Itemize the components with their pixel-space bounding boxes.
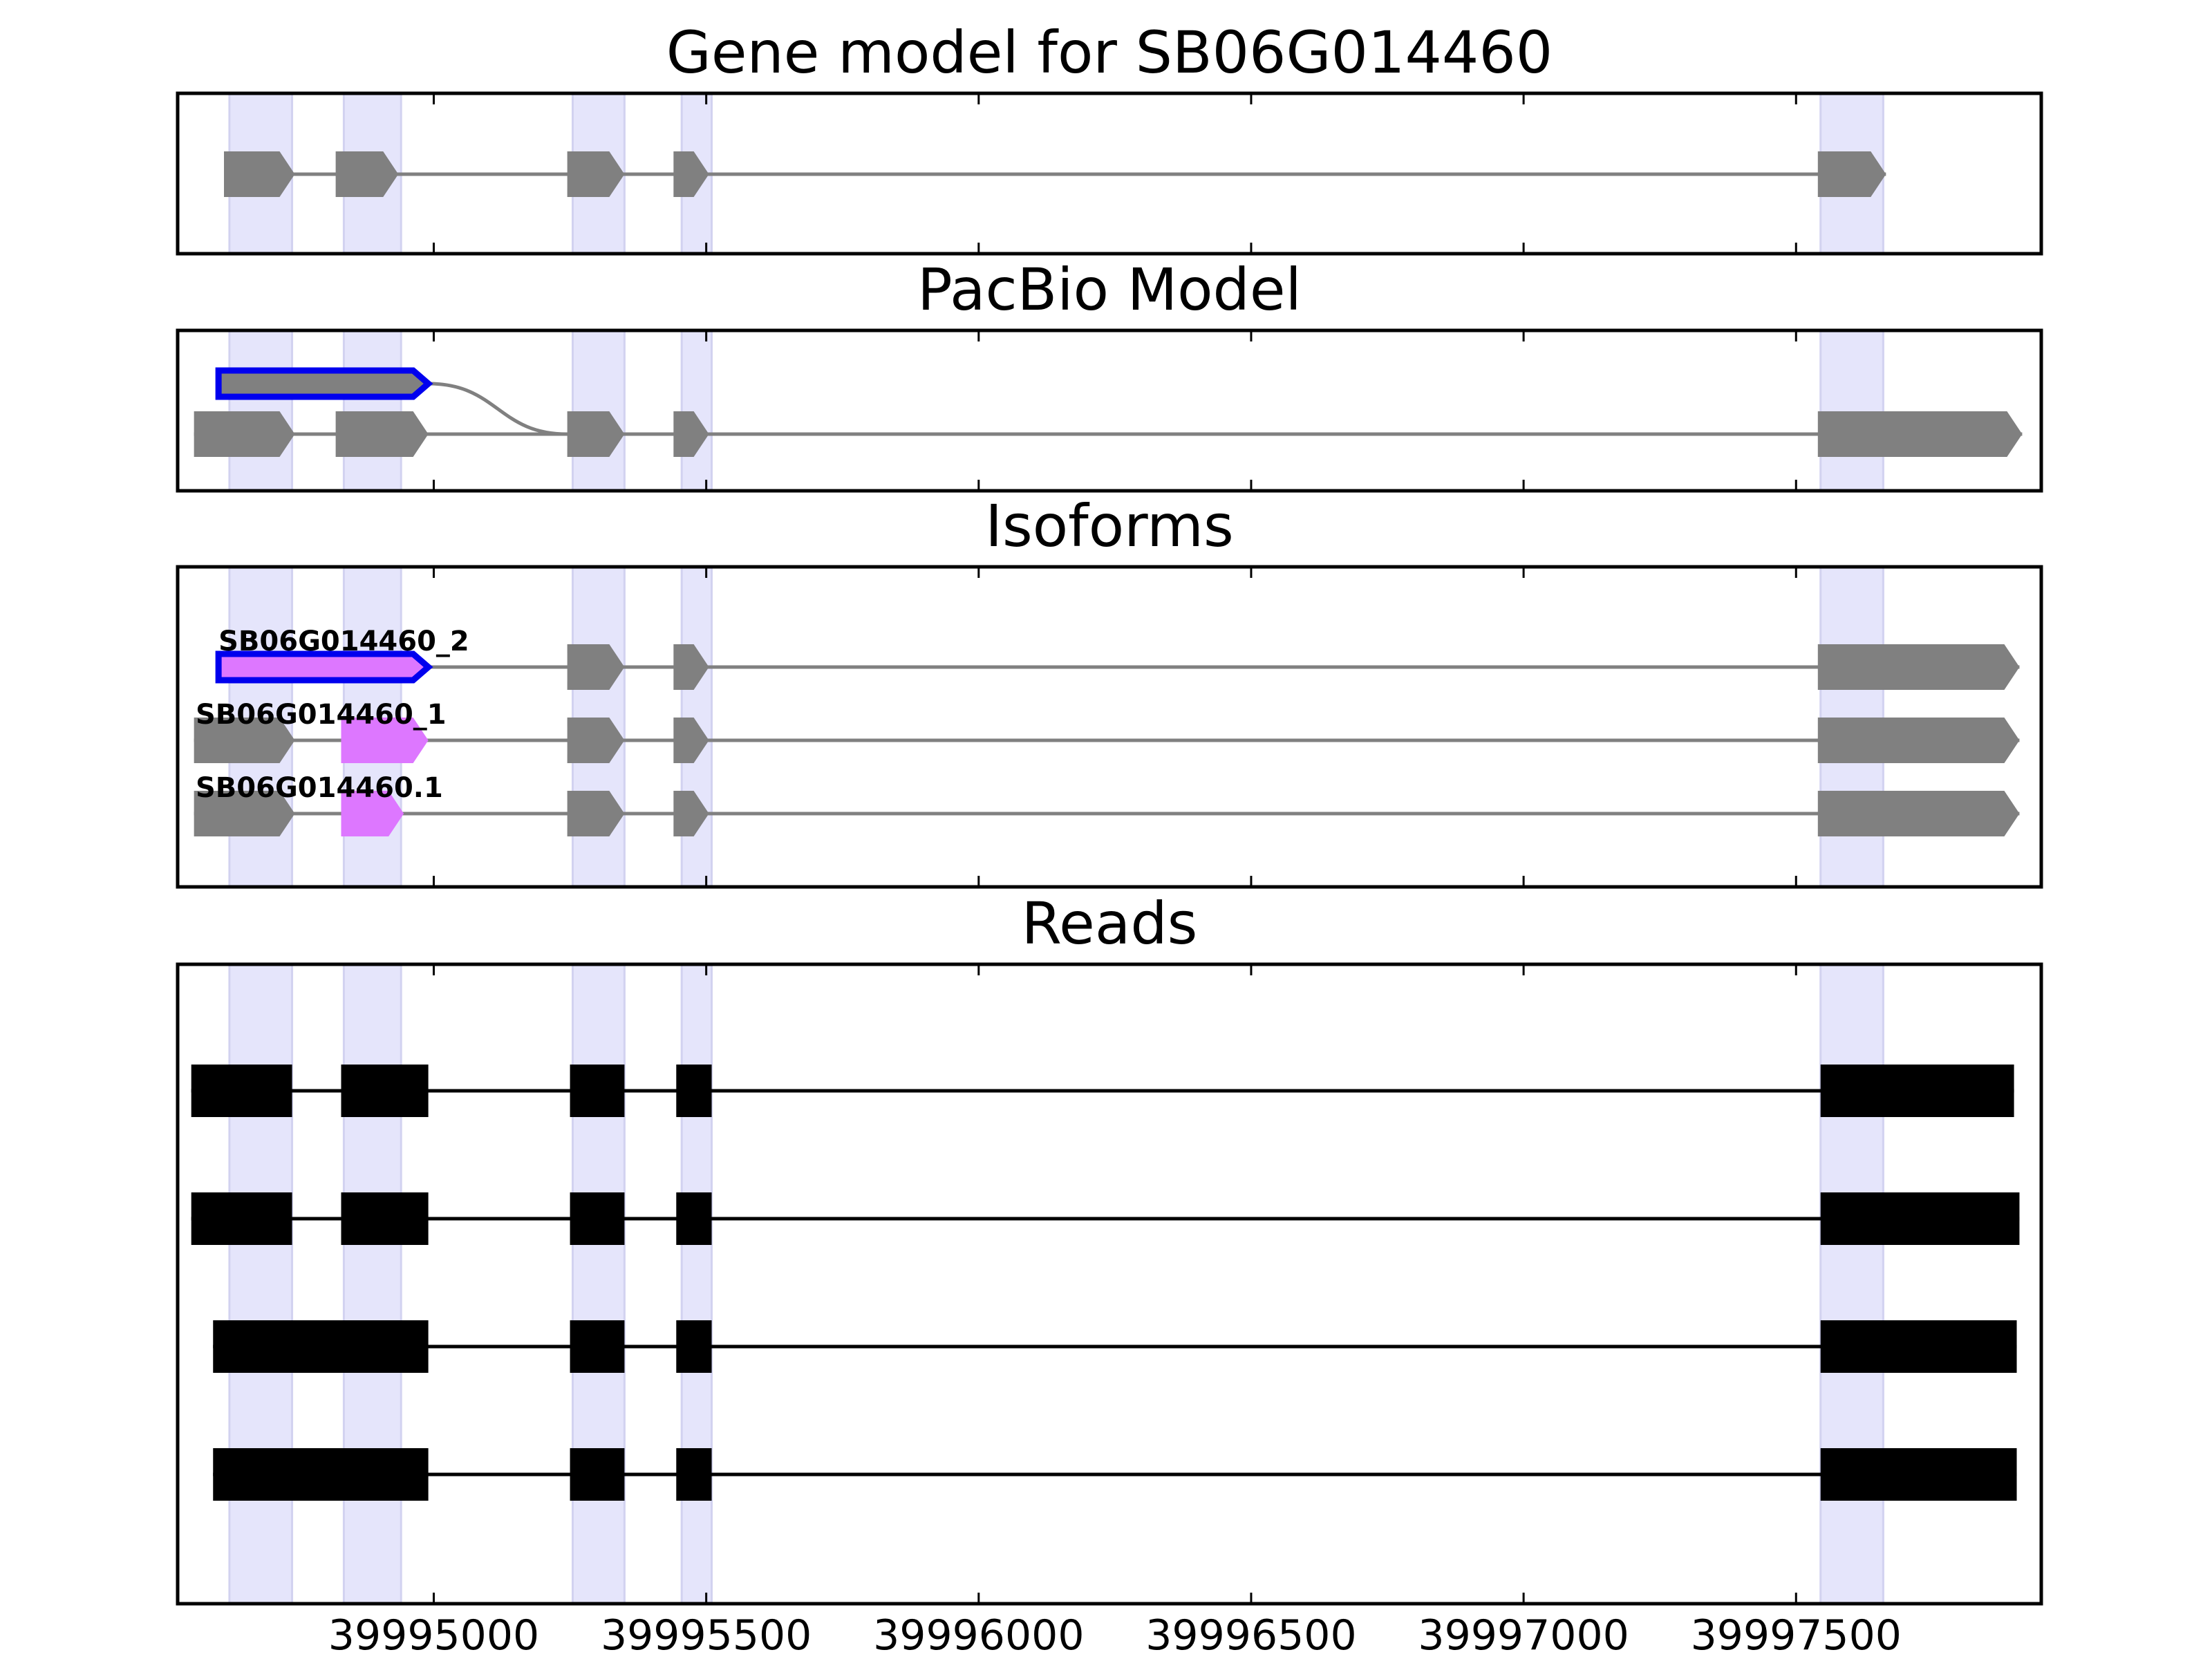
exon-arrow (673, 151, 709, 197)
splice-connector (428, 382, 568, 436)
panel-frame (176, 565, 2043, 889)
x-tick-label: 39997000 (1418, 1611, 1629, 1659)
exon-arrow (1817, 411, 2023, 457)
exon-arrow (224, 151, 295, 197)
read-block (676, 1065, 712, 1117)
panel-frame (176, 328, 2043, 493)
read-block (570, 1320, 625, 1373)
exon-arrow (194, 411, 295, 457)
highlight-band (228, 329, 294, 492)
exon-arrow (1817, 644, 2020, 690)
exon-arrow (335, 151, 399, 197)
panel-frame (176, 962, 2043, 1606)
highlight-band (572, 963, 626, 1605)
read-block (213, 1320, 429, 1373)
feature-track (215, 367, 568, 436)
feature-track: SB06G014460_2 (215, 626, 2020, 690)
panel-frame (176, 91, 2043, 256)
exon-arrow (567, 791, 625, 836)
read-track (213, 1448, 2017, 1501)
feature-track: SB06G014460_1 (194, 699, 2020, 763)
feature-track: SB06G014460.1 (194, 772, 2020, 836)
exon-arrow (1817, 791, 2020, 836)
exon-arrow (567, 151, 625, 197)
read-block (570, 1448, 625, 1501)
exon-arrow (673, 644, 709, 690)
panel-title: Isoforms (985, 492, 1234, 560)
highlight-band (342, 329, 402, 492)
highlight-band (1819, 963, 1884, 1605)
isoform-label: SB06G014460_1 (196, 699, 447, 731)
exon-arrow (215, 367, 433, 400)
read-block (191, 1065, 292, 1117)
read-block (341, 1065, 429, 1117)
read-track (213, 1320, 2017, 1373)
isoform-label: SB06G014460.1 (196, 772, 443, 804)
exon-arrow (567, 718, 625, 763)
read-block (1820, 1448, 2017, 1501)
x-tick-label: 39996500 (1145, 1611, 1356, 1659)
read-block (191, 1192, 292, 1245)
panel-title: Gene model for SB06G014460 (666, 19, 1553, 86)
exon-arrow (1817, 718, 2020, 763)
x-axis: 39995000 39995500 39996000 39996500 3999… (328, 1611, 1902, 1659)
x-tick-label: 39995500 (601, 1611, 812, 1659)
read-block (676, 1192, 712, 1245)
exon-arrow (215, 650, 433, 684)
highlight-band (342, 963, 402, 1605)
highlight-band (228, 963, 294, 1605)
exon-arrow (341, 791, 404, 836)
exon-arrow (1817, 151, 1886, 197)
exon-arrow (567, 411, 625, 457)
exon-arrow (194, 718, 295, 763)
highlight-band (680, 963, 713, 1605)
panel: Gene model for SB06G014460 (176, 19, 2043, 256)
panels-layer: Gene model for SB06G014460 PacBio Model Is… (176, 19, 2043, 1606)
isoform-label: SB06G014460_2 (218, 626, 469, 657)
panel: Reads (176, 890, 2043, 1606)
highlight-band (1819, 329, 1884, 492)
exon-arrow (335, 411, 429, 457)
exon-arrow (673, 718, 709, 763)
read-track (191, 1192, 2020, 1245)
panel: Isoforms SB06G014460_2 SB06G014460_1 SB06G0… (176, 492, 2043, 889)
panel: PacBio Model (176, 256, 2043, 493)
read-block (1820, 1192, 2020, 1245)
read-block (570, 1065, 625, 1117)
exon-arrow (673, 791, 709, 836)
x-tick-label: 39995000 (328, 1611, 539, 1659)
exon-arrow (194, 791, 295, 836)
read-block (1820, 1320, 2017, 1373)
read-block (1820, 1065, 2014, 1117)
highlight-band (680, 329, 713, 492)
exon-arrow (673, 411, 709, 457)
read-block (570, 1192, 625, 1245)
exon-arrow (567, 644, 625, 690)
feature-track (224, 151, 1886, 197)
x-tick-label: 39996000 (873, 1611, 1084, 1659)
read-track (191, 1065, 2014, 1117)
read-block (341, 1192, 429, 1245)
panel-title: Reads (1022, 890, 1198, 957)
read-block (213, 1448, 429, 1501)
feature-track (194, 411, 2023, 457)
read-block (676, 1448, 712, 1501)
read-block (676, 1320, 712, 1373)
panel-title: PacBio Model (917, 256, 1302, 324)
x-tick-label: 39997500 (1691, 1611, 1902, 1659)
exon-arrow (341, 718, 429, 763)
highlight-band (572, 329, 626, 492)
